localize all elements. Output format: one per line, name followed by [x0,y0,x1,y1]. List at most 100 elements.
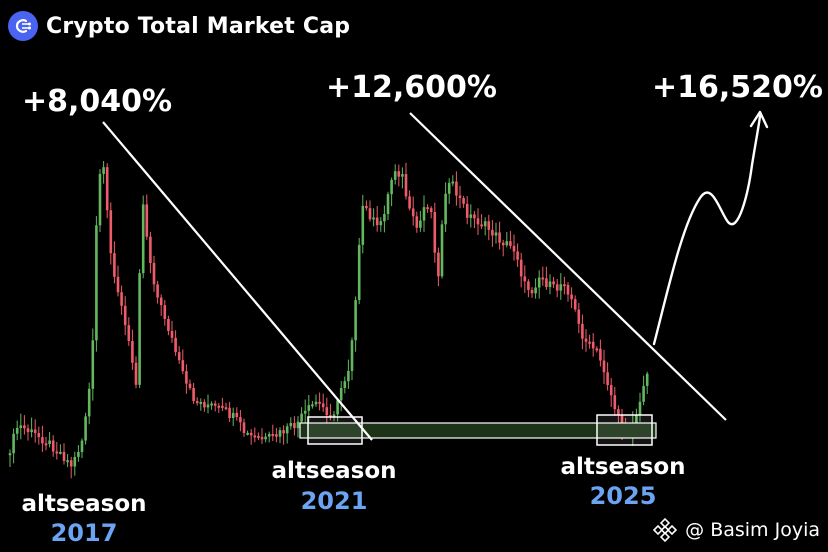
candle-body [512,245,516,252]
candle-body [213,403,217,406]
candle-body [566,284,570,295]
candle-body [437,252,440,277]
candle-body [77,451,80,457]
candles-group [8,161,649,479]
candle-body [365,205,368,209]
candle-body [419,220,422,228]
candle-body [149,236,152,263]
candle-body [206,404,210,408]
candle-body [519,259,523,277]
breakout-box-2021 [307,416,363,445]
trendline-2017 [102,121,373,441]
candle-body [91,340,95,389]
candle-body [170,330,174,338]
candle-body [278,430,282,437]
candle-body [307,405,311,411]
candle-body [487,221,491,230]
candle-body [311,404,314,407]
candle-body [530,289,534,294]
candle-body [548,281,552,288]
candle-body [545,278,548,288]
candle-body [570,294,573,300]
candle-body [174,337,177,353]
candle-body [408,196,411,209]
candle-body [199,402,203,405]
candle-body [253,435,257,438]
candle-body [336,400,339,415]
candle-body [26,428,30,433]
candle-body [249,432,253,436]
candle-body [386,194,390,214]
candle-body [314,401,318,405]
candle-body [87,388,91,417]
candle-body [473,214,476,219]
season-label-2021: altseason [271,458,397,484]
candle-body [235,412,239,418]
candle-body [221,405,224,408]
candle-body [422,207,426,221]
candle-body [397,171,401,177]
candle-body [573,299,577,310]
candle-body [577,309,581,324]
candle-body [246,432,249,435]
candle-body [55,451,59,454]
candle-body [15,427,19,434]
candle-body [141,204,145,274]
candle-body [300,413,303,422]
candle-body [563,284,566,287]
support-zone [299,422,657,439]
candle-body [62,451,66,461]
candle-body [642,385,645,402]
candle-body [483,221,487,227]
candle-body [426,207,429,210]
candle-body [591,341,595,349]
candle-body [23,425,26,429]
candle-body [210,403,213,406]
candle-body [527,281,530,290]
candle-body [203,402,206,408]
candle-body [33,429,37,434]
candle-body [102,167,105,174]
year-label-2025: 2025 [589,482,657,510]
candle-body [264,436,267,440]
projection-arrow [652,114,762,346]
candle-body [635,415,638,423]
candle-body [120,292,123,306]
crypto-market-cap-logo-icon [8,11,38,41]
candle-body [242,422,246,433]
candle-body [321,403,325,408]
projection-arrow-head [749,110,769,129]
candle-body [372,217,375,220]
candle-body [451,181,455,184]
candle-body [260,437,264,440]
watermark: @ Basim Joyia [653,518,820,542]
candle-body [523,276,527,282]
overlays-group [102,110,769,446]
candle-body [552,281,555,285]
candle-body [145,204,149,237]
candle-body [339,387,343,401]
candle-body [447,182,451,194]
candle-body [379,221,383,226]
candle-body [69,460,73,467]
candle-body [159,297,163,306]
candle-body [152,262,156,285]
candle-body [228,407,231,418]
candle-body [415,216,419,228]
candle-body [217,405,221,408]
candle-body [318,401,321,404]
candle-body [293,423,296,429]
candle-body [537,277,541,288]
candle-body [95,225,98,341]
candle-body [134,362,138,385]
season-label-2017: altseason [21,491,147,517]
candle-body [375,217,379,226]
candle-body [555,284,559,291]
candle-body [19,425,23,428]
candle-body [602,360,606,373]
candle-body [393,171,397,180]
candle-body [498,232,501,243]
season-label-2025: altseason [560,454,686,480]
candle-body [462,198,465,204]
gain-label-2017: +8,040% [22,84,173,119]
